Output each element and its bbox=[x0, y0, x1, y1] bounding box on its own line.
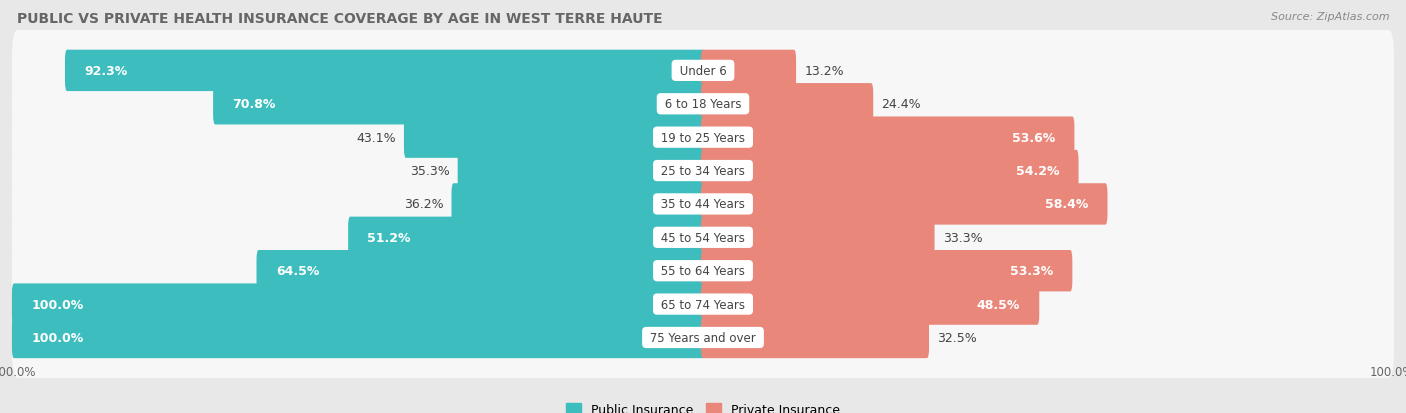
FancyBboxPatch shape bbox=[700, 184, 1108, 225]
Text: 51.2%: 51.2% bbox=[367, 231, 411, 244]
FancyBboxPatch shape bbox=[256, 250, 706, 292]
Text: Source: ZipAtlas.com: Source: ZipAtlas.com bbox=[1271, 12, 1389, 22]
FancyBboxPatch shape bbox=[404, 117, 706, 159]
Text: 6 to 18 Years: 6 to 18 Years bbox=[661, 98, 745, 111]
Text: 64.5%: 64.5% bbox=[276, 265, 319, 278]
Text: 43.1%: 43.1% bbox=[356, 131, 395, 144]
FancyBboxPatch shape bbox=[65, 50, 706, 92]
Text: 100.0%: 100.0% bbox=[31, 331, 83, 344]
FancyBboxPatch shape bbox=[13, 231, 1393, 311]
FancyBboxPatch shape bbox=[13, 297, 1393, 378]
FancyBboxPatch shape bbox=[13, 131, 1393, 211]
Text: 75 Years and over: 75 Years and over bbox=[647, 331, 759, 344]
FancyBboxPatch shape bbox=[11, 317, 706, 358]
Text: 70.8%: 70.8% bbox=[232, 98, 276, 111]
Text: 92.3%: 92.3% bbox=[84, 65, 128, 78]
Text: 45 to 54 Years: 45 to 54 Years bbox=[657, 231, 749, 244]
Text: 19 to 25 Years: 19 to 25 Years bbox=[657, 131, 749, 144]
Text: 33.3%: 33.3% bbox=[943, 231, 983, 244]
Text: 35 to 44 Years: 35 to 44 Years bbox=[657, 198, 749, 211]
FancyBboxPatch shape bbox=[700, 84, 873, 125]
Text: 53.3%: 53.3% bbox=[1010, 265, 1053, 278]
Text: PUBLIC VS PRIVATE HEALTH INSURANCE COVERAGE BY AGE IN WEST TERRE HAUTE: PUBLIC VS PRIVATE HEALTH INSURANCE COVER… bbox=[17, 12, 662, 26]
FancyBboxPatch shape bbox=[13, 31, 1393, 112]
FancyBboxPatch shape bbox=[13, 264, 1393, 345]
Text: 48.5%: 48.5% bbox=[977, 298, 1019, 311]
FancyBboxPatch shape bbox=[11, 284, 706, 325]
Text: 65 to 74 Years: 65 to 74 Years bbox=[657, 298, 749, 311]
Text: 54.2%: 54.2% bbox=[1015, 165, 1059, 178]
FancyBboxPatch shape bbox=[214, 84, 706, 125]
FancyBboxPatch shape bbox=[458, 150, 706, 192]
Text: 24.4%: 24.4% bbox=[882, 98, 921, 111]
FancyBboxPatch shape bbox=[700, 50, 796, 92]
Legend: Public Insurance, Private Insurance: Public Insurance, Private Insurance bbox=[561, 398, 845, 413]
Text: 53.6%: 53.6% bbox=[1012, 131, 1054, 144]
Text: 36.2%: 36.2% bbox=[404, 198, 443, 211]
Text: 100.0%: 100.0% bbox=[31, 298, 83, 311]
FancyBboxPatch shape bbox=[700, 217, 935, 259]
FancyBboxPatch shape bbox=[700, 317, 929, 358]
FancyBboxPatch shape bbox=[13, 64, 1393, 145]
FancyBboxPatch shape bbox=[13, 97, 1393, 178]
Text: 32.5%: 32.5% bbox=[938, 331, 977, 344]
FancyBboxPatch shape bbox=[349, 217, 706, 259]
Text: Under 6: Under 6 bbox=[676, 65, 730, 78]
FancyBboxPatch shape bbox=[700, 250, 1073, 292]
Text: 55 to 64 Years: 55 to 64 Years bbox=[657, 265, 749, 278]
Text: 35.3%: 35.3% bbox=[409, 165, 450, 178]
Text: 58.4%: 58.4% bbox=[1045, 198, 1088, 211]
Text: 25 to 34 Years: 25 to 34 Years bbox=[657, 165, 749, 178]
FancyBboxPatch shape bbox=[13, 164, 1393, 245]
Text: 13.2%: 13.2% bbox=[804, 65, 844, 78]
FancyBboxPatch shape bbox=[700, 150, 1078, 192]
FancyBboxPatch shape bbox=[451, 184, 706, 225]
FancyBboxPatch shape bbox=[700, 117, 1074, 159]
FancyBboxPatch shape bbox=[13, 197, 1393, 278]
FancyBboxPatch shape bbox=[700, 284, 1039, 325]
